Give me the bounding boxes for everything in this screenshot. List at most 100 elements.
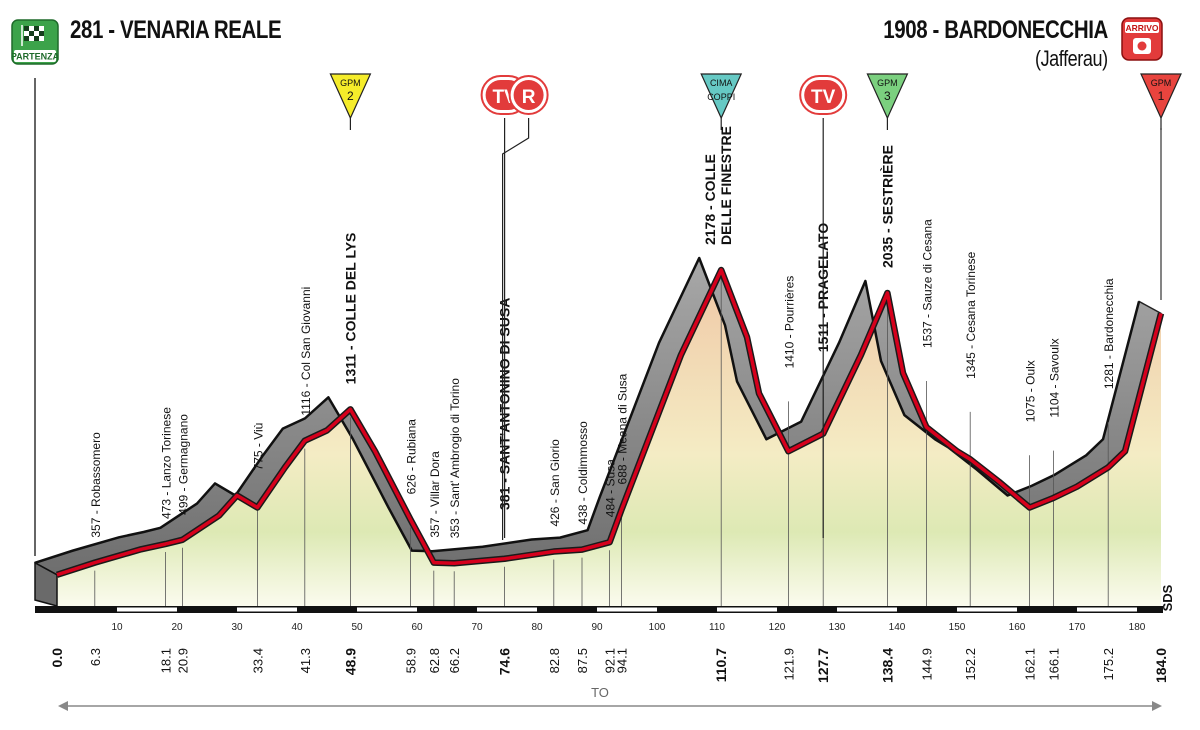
gpm-label: GPM: [1151, 78, 1172, 88]
place-label: 2035 - SESTRIÈRE: [879, 145, 895, 268]
flag-square: [39, 36, 44, 41]
gpm-triangle: [329, 73, 372, 120]
finish-badge-label: ARRIVO: [1125, 23, 1158, 33]
place-label: 1116 - Col San Giovanni: [299, 287, 313, 416]
place-label: 626 - Rubiana: [404, 419, 418, 495]
camera-lens: [1137, 41, 1147, 51]
km-axis-stripe: [717, 607, 777, 612]
km-axis-stripe: [837, 607, 897, 612]
tv-marker: TV: [799, 75, 848, 538]
flag-square: [34, 36, 39, 41]
axis-tick-label: 140: [889, 622, 906, 633]
gpm-category: COPPI: [707, 92, 735, 102]
km-label: 0.0: [49, 648, 65, 668]
profile-side-wall: [34, 561, 58, 607]
axis-tick-label: 80: [531, 622, 543, 633]
finish-title: 1908 - BARDONECCHIA: [883, 16, 1108, 44]
axis-tick-label: 90: [591, 622, 603, 633]
gpm-category: 2: [347, 89, 354, 103]
place-label: 357 - Villar Dora: [428, 451, 442, 538]
km-label: 175.2: [1101, 648, 1116, 681]
place-label: 1345 - Cesana Torinese: [964, 251, 978, 379]
place-label: 499 - Germagnano: [176, 414, 190, 515]
gpm-triangle: [866, 73, 909, 120]
place-label: 2178 - COLLE: [702, 154, 718, 245]
km-label: 94.1: [615, 648, 630, 673]
km-axis-stripe: [477, 607, 537, 612]
axis-tick-label: 40: [291, 622, 303, 633]
km-label: 162.1: [1023, 648, 1038, 681]
axis-tick-label: 10: [111, 622, 123, 633]
axis-tick-label: 20: [171, 622, 183, 633]
km-label: 18.1: [159, 648, 174, 673]
refreshment-stem: [502, 118, 530, 540]
km-label: 48.9: [342, 648, 358, 675]
arrow-head-right: [1152, 701, 1162, 711]
axis-tick-label: 180: [1129, 622, 1146, 633]
road-top-edge: [34, 256, 1141, 565]
place-label: 357 - Robassomero: [89, 432, 103, 538]
flag-square: [34, 31, 39, 36]
place-label: 426 - San Giorio: [548, 439, 562, 527]
axis-tick-label: 120: [769, 622, 786, 633]
finish-camera-icon: [1133, 38, 1151, 54]
place-label: 473 - Lanzo Torinese: [160, 407, 174, 519]
gpm-marker: CIMA COPPI: [700, 73, 743, 130]
axis-tick-label: 100: [649, 622, 666, 633]
km-label: 121.9: [781, 648, 796, 681]
place-label: 1311 - COLLE DEL LYS: [342, 233, 358, 385]
gpm-triangle: [1140, 73, 1182, 120]
flag-square: [39, 31, 44, 36]
flag-square: [24, 26, 29, 31]
start-badge: PARTENZA: [11, 19, 60, 65]
km-label: 166.1: [1047, 648, 1062, 681]
gpm-label: CIMA: [710, 78, 733, 88]
gpm-category: 1: [1158, 89, 1165, 103]
km-label: 92.1: [603, 648, 618, 673]
flag-square: [29, 26, 34, 31]
km-label: 62.8: [427, 648, 442, 673]
gpm-label: GPM: [340, 78, 361, 88]
place-label: 1410 - Pourrières: [782, 276, 796, 369]
place-label: 438 - Coldimmosso: [576, 421, 590, 525]
km-label: 20.9: [175, 648, 190, 673]
place-label: 353 - Sant' Ambrogio di Torino: [448, 378, 462, 538]
place-label: 1281 - Bardonecchia: [1102, 278, 1116, 389]
axis-tick-label: 60: [411, 622, 423, 633]
route-line: [56, 268, 1163, 577]
km-label: 87.5: [575, 648, 590, 673]
start-title: 281 - VENARIA REALE: [70, 16, 282, 44]
direction-arrow: TO: [58, 685, 1162, 711]
km-label: 82.8: [547, 648, 562, 673]
flag-square: [29, 31, 34, 36]
marker-fill: [513, 80, 544, 110]
place-label: 775 - Viù: [251, 423, 265, 471]
finish-badge-strip: [1125, 22, 1159, 33]
refreshment-marker: R: [502, 75, 549, 540]
km-label: 6.3: [88, 648, 103, 666]
start-badge-label: PARTENZA: [11, 52, 60, 62]
km-label: 66.2: [447, 648, 462, 673]
terrain-fill: [57, 270, 1161, 606]
place-label: DELLE FINESTRE: [718, 126, 734, 245]
axis-tick-label: 170: [1069, 622, 1086, 633]
place-label: 1075 - Oulx: [1024, 360, 1038, 422]
axis-tick-label: 160: [1009, 622, 1026, 633]
marker-label: R: [522, 87, 536, 108]
marker-label: TV: [811, 87, 836, 108]
flag-square: [29, 36, 34, 41]
km-axis-stripe: [1077, 607, 1137, 612]
km-label: 138.4: [879, 648, 895, 683]
km-label: 184.0: [1153, 648, 1169, 683]
axis-tick-label: 50: [351, 622, 363, 633]
km-label: 41.3: [298, 648, 313, 673]
axis-tick-label: 130: [829, 622, 846, 633]
axis-tick-label: 110: [709, 622, 725, 633]
start-badge-strip: [14, 50, 56, 62]
km-label: 58.9: [403, 648, 418, 673]
